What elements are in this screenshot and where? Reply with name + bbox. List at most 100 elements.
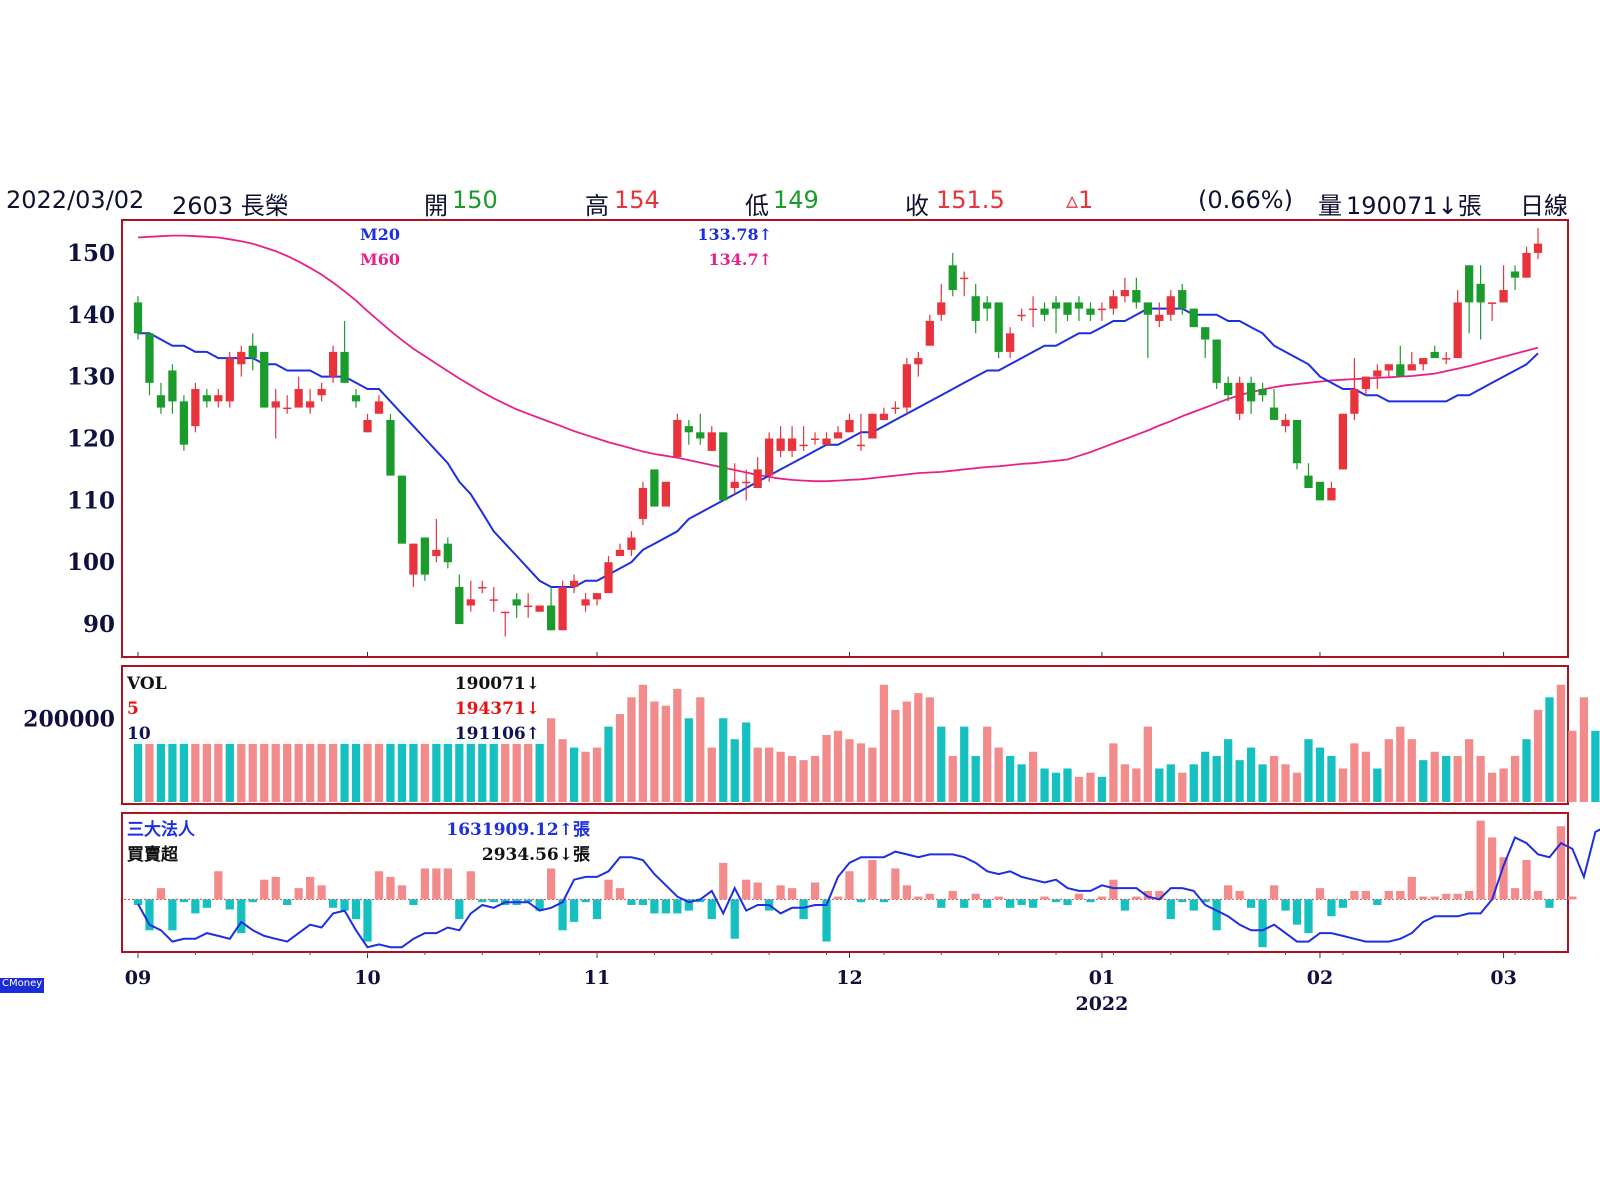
candle [799, 426, 808, 451]
candle [363, 413, 372, 433]
candle [546, 586, 556, 631]
candle [179, 395, 189, 451]
institutional-bar [948, 890, 957, 900]
volume-bar [1442, 755, 1451, 802]
candle [524, 593, 533, 618]
volume-legend-name: VOL [126, 674, 167, 694]
price-tick-label: 130 [67, 364, 115, 391]
volume-bar [1063, 768, 1072, 802]
institutional-bar [1407, 876, 1416, 900]
volume-bar [810, 755, 820, 802]
month-label: 11 [584, 967, 610, 989]
candle [1189, 308, 1198, 328]
institutional-bar [1086, 899, 1095, 903]
volume-bar [225, 739, 234, 802]
period-label: 日線 [1520, 192, 1568, 220]
candle [397, 475, 407, 544]
candle [891, 401, 900, 414]
institutional-bar [879, 899, 889, 903]
institutional-bar [1487, 837, 1497, 900]
institutional-bar [1453, 893, 1462, 900]
institutional-bar [1465, 890, 1474, 900]
low-value: 149 [773, 186, 819, 214]
candle [1304, 463, 1313, 488]
volume-bar [363, 739, 372, 802]
price-panel: 90 100 110 120 130 140 150 M20 133.78↑ M60 134.7↑ [67, 219, 1569, 658]
candle [765, 432, 774, 482]
volume-bar [604, 726, 613, 802]
institutional-bar [592, 899, 602, 920]
volume-bar [1568, 730, 1577, 802]
candle [133, 296, 143, 340]
institutional-bar [902, 885, 911, 900]
candle [145, 333, 154, 396]
institutional-bar [1017, 899, 1026, 905]
candle [535, 605, 544, 612]
candle [581, 593, 590, 612]
volume-bar [1350, 743, 1359, 802]
institutional-bar [1419, 896, 1428, 900]
institutional-bar [810, 882, 820, 900]
candle [317, 382, 326, 402]
institutional-bar [156, 888, 166, 900]
institutional-bar [742, 879, 751, 900]
volume-legend-value: 194371↓ [455, 699, 540, 719]
candle [776, 426, 785, 458]
volume-bar [432, 739, 441, 802]
institutional-bar [1074, 893, 1084, 900]
open-value: 150 [452, 186, 498, 214]
institutional-bar [420, 868, 430, 900]
volume-bar [1591, 730, 1600, 802]
candle [1419, 358, 1428, 371]
candle [1533, 228, 1543, 260]
candle [569, 574, 579, 594]
volume-bar [1292, 772, 1302, 802]
institutional-bar [1143, 890, 1152, 900]
candle [260, 351, 269, 408]
institutional-bar [294, 888, 303, 900]
volume-bar [902, 701, 911, 802]
volume-legend: VOL 190071↓ 5 194371↓ 10 191106↑ [124, 668, 544, 744]
candle [937, 283, 946, 321]
institutional-bar [833, 896, 843, 900]
price-legend: M20 133.78↑ M60 134.7↑ [356, 222, 776, 272]
volume-bar [661, 705, 670, 802]
candle [168, 364, 177, 414]
candle [294, 376, 303, 408]
candle [466, 580, 475, 612]
institutional-bar [627, 899, 636, 905]
volume-bar [753, 747, 762, 802]
volume-bar [914, 693, 923, 802]
candle [971, 283, 980, 334]
institutional-bar [1028, 899, 1038, 908]
volume-bar [1396, 726, 1405, 802]
institutional-bar [960, 899, 969, 908]
institutional-bar [1166, 899, 1175, 920]
volume-bar [1476, 755, 1485, 802]
institutional-bar [260, 879, 269, 900]
volume-bar [1533, 709, 1543, 802]
candle [1051, 296, 1061, 334]
candle [1143, 302, 1152, 359]
institutional-bar [1384, 890, 1393, 900]
institutional-bar [696, 899, 705, 903]
volume-bar [1315, 747, 1325, 802]
institutional-bar [1155, 890, 1164, 900]
institutional-bar [1269, 885, 1279, 900]
institutional-bar [478, 899, 487, 903]
institutional-bar [363, 899, 372, 942]
volume-bar [1120, 764, 1130, 802]
volume-bar [202, 739, 211, 802]
institutional-bar [638, 899, 648, 905]
volume-bar [948, 755, 957, 802]
institutional-bar [546, 868, 556, 900]
volume-bar [214, 739, 223, 802]
volume-bar [1269, 755, 1279, 802]
volume-value: 190071↓張 [1346, 192, 1482, 220]
volume-bar [1212, 755, 1221, 802]
price-panel-frame [121, 219, 1569, 658]
quote-date: 2022/03/02 [6, 186, 145, 214]
candle [225, 351, 234, 408]
volume-bar [1178, 772, 1187, 802]
institutional-bar [489, 899, 498, 903]
